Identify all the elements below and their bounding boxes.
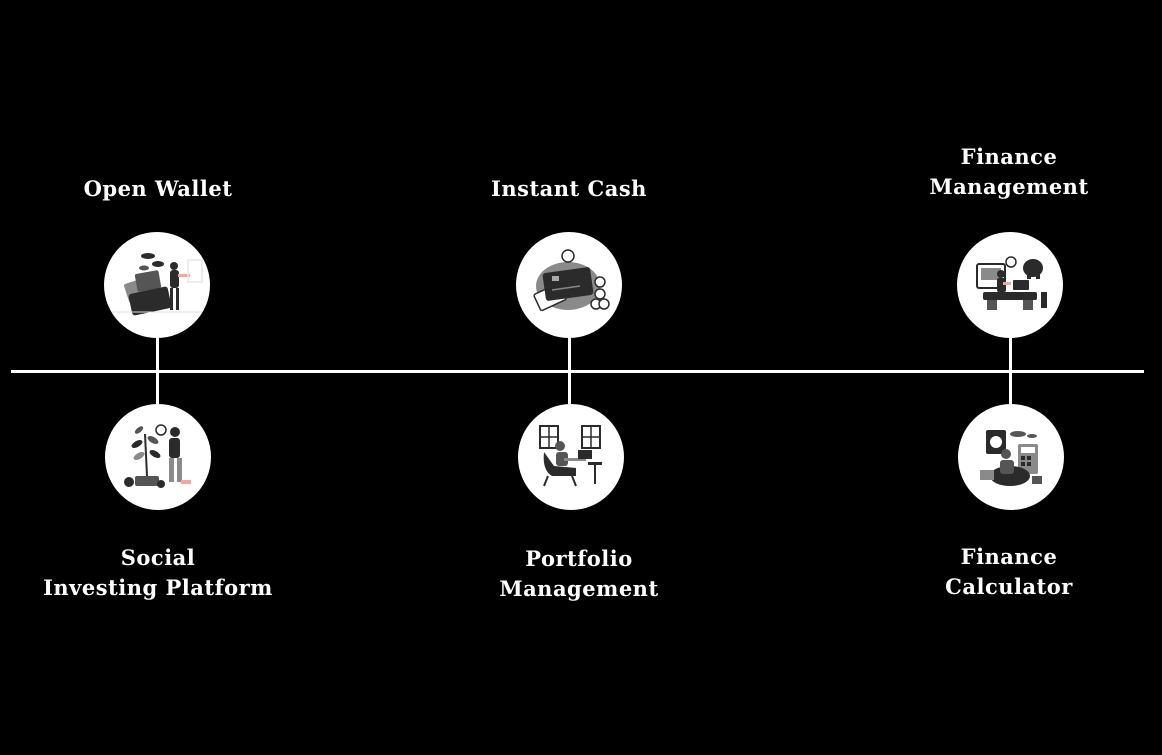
label-social-investing-line-1: Social: [120, 545, 196, 570]
label-finance-management-line-2: Management: [929, 174, 1089, 199]
label-portfolio-line-1: Portfolio: [525, 546, 633, 571]
plant-investing-illustration-icon: [124, 424, 191, 488]
label-open-wallet-line-1: Open Wallet: [83, 176, 233, 201]
label-instant-cash: Instant Cash: [469, 174, 669, 204]
label-finance-calculator: Finance Calculator: [909, 542, 1109, 602]
node-finance-management: [957, 232, 1063, 338]
label-portfolio-line-2: Management: [499, 576, 659, 601]
node-open-wallet: [104, 232, 210, 338]
desk-finance-illustration-icon: [976, 256, 1047, 310]
node-portfolio-management: [518, 404, 624, 510]
node-finance-calculator: [958, 404, 1064, 510]
label-finance-management: Finance Management: [909, 142, 1109, 202]
calculator-illustration-icon: [980, 430, 1042, 486]
node-instant-cash: [516, 232, 622, 338]
label-portfolio-management: Portfolio Management: [469, 544, 689, 604]
credit-card-illustration-icon: [533, 249, 610, 312]
label-instant-cash-line-1: Instant Cash: [491, 176, 647, 201]
connector-instant-cash: [568, 338, 571, 404]
label-social-investing-line-2: Investing Platform: [43, 575, 273, 600]
connector-open-wallet: [156, 338, 159, 404]
connector-finance-management: [1009, 338, 1012, 404]
label-finance-calculator-line-2: Calculator: [945, 574, 1073, 599]
label-finance-calculator-line-1: Finance: [960, 544, 1058, 569]
label-social-investing-platform: Social Investing Platform: [38, 543, 278, 603]
wallet-illustration-icon: [112, 253, 203, 316]
node-social-investing-platform: [105, 404, 211, 510]
timeline-axis: [11, 370, 1144, 373]
label-finance-management-line-1: Finance: [960, 144, 1058, 169]
laptop-chair-illustration-icon: [539, 425, 602, 487]
label-open-wallet: Open Wallet: [58, 174, 258, 204]
